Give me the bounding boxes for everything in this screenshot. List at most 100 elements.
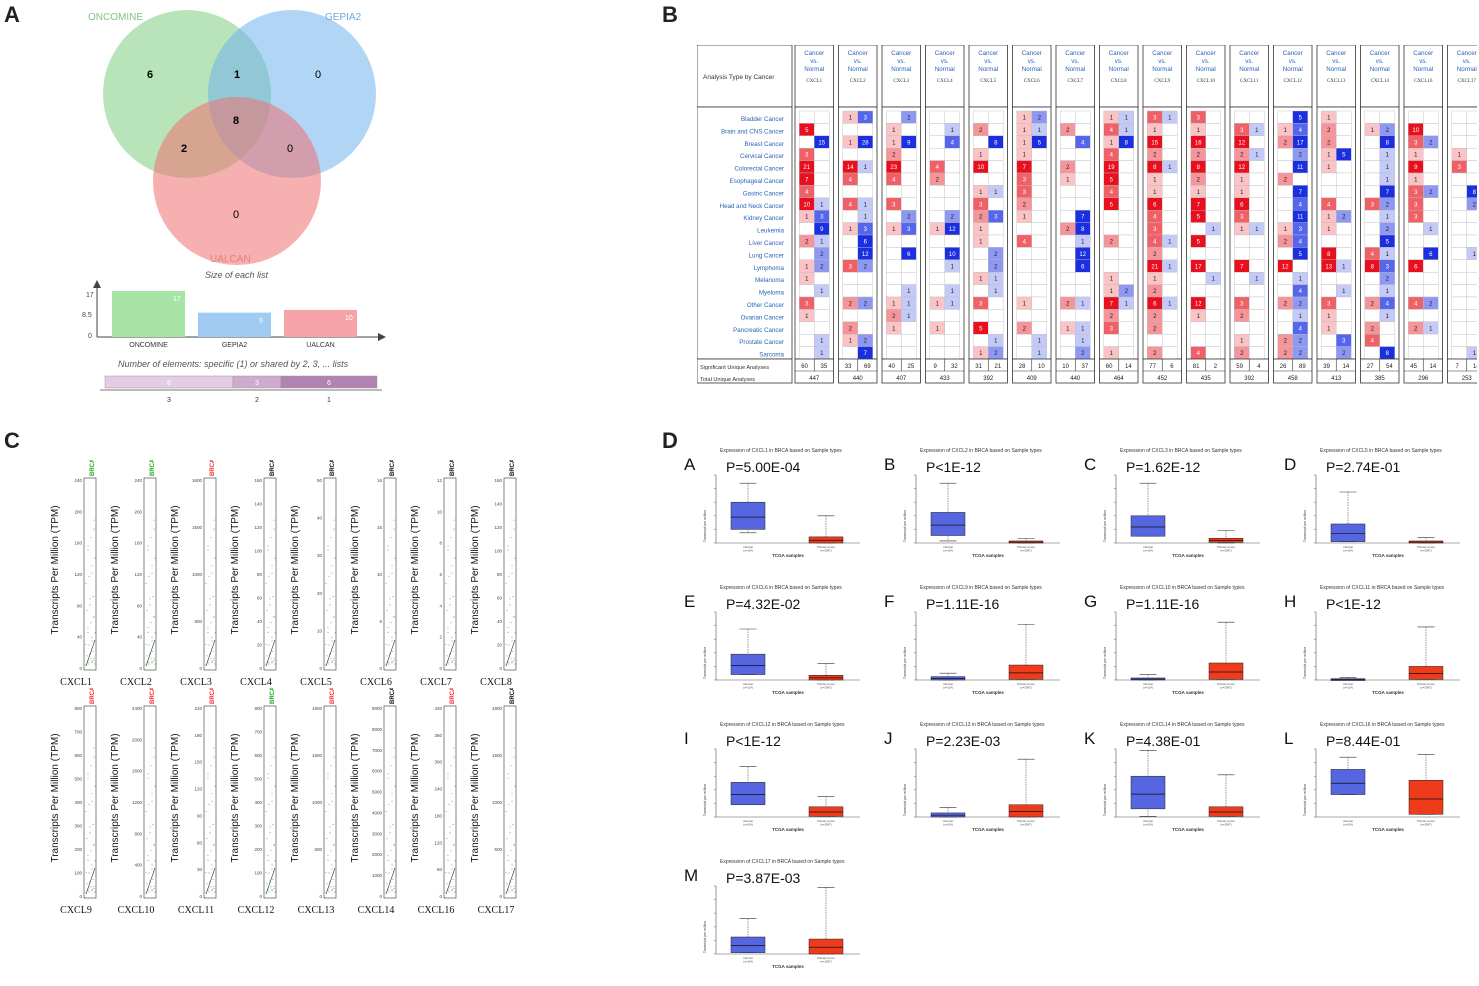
shared-bar-count: 8 bbox=[167, 380, 171, 387]
gepia-tick: 0 bbox=[499, 666, 502, 671]
gepia-dot bbox=[387, 777, 389, 779]
ualcan-group-label: Primary tumor bbox=[1217, 682, 1235, 686]
oncomine-gene: CXCL14 bbox=[1371, 79, 1390, 84]
oncomine-cell bbox=[1162, 123, 1178, 137]
shared-bar bbox=[280, 375, 378, 389]
oncomine-cell-value: 1 bbox=[892, 326, 896, 332]
gepia-dot bbox=[271, 800, 273, 802]
oncomine-cell bbox=[1162, 247, 1178, 260]
oncomine-cell bbox=[1277, 271, 1293, 285]
oncomine-cell-value: 4 bbox=[849, 178, 853, 184]
total-analyses: 392 bbox=[1244, 376, 1255, 382]
gepia-dot bbox=[211, 636, 213, 638]
oncomine-cell-value: 1 bbox=[1066, 178, 1070, 184]
gepia-brca-label: BRCA bbox=[90, 688, 96, 704]
oncomine-header-text: vs. bbox=[1376, 58, 1384, 65]
oncomine-cell-value: 1 bbox=[1081, 326, 1085, 332]
oncomine-cell-value: 2 bbox=[1125, 289, 1129, 295]
oncomine-cell bbox=[944, 147, 960, 161]
oncomine-cell-value: 28 bbox=[862, 140, 869, 146]
gepia-dot bbox=[268, 663, 270, 665]
gepia-dot bbox=[273, 615, 275, 617]
oncomine-cell-value: 2 bbox=[1371, 302, 1375, 308]
gepia-dot bbox=[451, 890, 453, 892]
gepia-dot bbox=[89, 832, 91, 834]
oncomine-cell-value: 1 bbox=[1429, 326, 1433, 332]
gepia-dot bbox=[508, 803, 510, 805]
gepia-dot bbox=[87, 545, 89, 547]
gepia-dot bbox=[88, 891, 90, 893]
gepia-dot bbox=[513, 888, 515, 890]
oncomine-cell bbox=[1118, 334, 1134, 347]
oncomine-cell-value: 3 bbox=[864, 116, 868, 122]
oncomine-gene: CXCL5 bbox=[980, 79, 996, 84]
gepia-dot bbox=[391, 864, 393, 866]
oncomine-cell-value: 2 bbox=[1023, 202, 1027, 208]
oncomine-cell bbox=[1031, 222, 1047, 236]
ualcan-title: Expression of CXCL11 in BRCA based on Sa… bbox=[1320, 585, 1445, 591]
gepia-dot bbox=[151, 636, 153, 638]
gepia-dot bbox=[328, 575, 330, 577]
gepia-dot bbox=[331, 640, 333, 642]
oncomine-cell bbox=[901, 334, 917, 347]
gepia-tick: 1600 bbox=[132, 769, 143, 774]
oncomine-cell bbox=[842, 123, 858, 137]
ualcan-title: Expression of CXCL5 in BRCA based on Sam… bbox=[1320, 448, 1442, 454]
gepia-dot bbox=[447, 549, 449, 551]
oncomine-cell-value: 7 bbox=[1110, 302, 1114, 308]
oncomine-cell-value: 2 bbox=[1038, 116, 1042, 122]
gepia-dot bbox=[273, 660, 275, 662]
oncomine-cell-value: 2 bbox=[820, 264, 824, 270]
oncomine-cell bbox=[1364, 135, 1380, 149]
oncomine-cell bbox=[1162, 135, 1178, 149]
gepia-dot bbox=[391, 888, 393, 890]
gepia-dot bbox=[391, 640, 393, 642]
oncomine-cell-value: 3 bbox=[907, 227, 911, 233]
gepia-dot bbox=[205, 582, 207, 584]
ualcan-title: Expression of CXCL13 in BRCA based on Sa… bbox=[920, 722, 1045, 728]
gepia-dot bbox=[150, 886, 152, 888]
gepia-dot bbox=[450, 658, 452, 660]
oncomine-cell-value: 3 bbox=[1240, 215, 1244, 221]
gepia-dot bbox=[151, 864, 153, 866]
gepia-dot bbox=[266, 655, 268, 657]
oncomine-cell bbox=[799, 284, 815, 298]
gepia-dot bbox=[274, 663, 276, 665]
gepia-dot bbox=[207, 627, 209, 629]
ualcan-group-label: Normal bbox=[743, 545, 752, 549]
oncomine-cell bbox=[1249, 209, 1265, 223]
oncomine-cell-value: 1 bbox=[1023, 128, 1027, 134]
oncomine-cell-value: 1 bbox=[1153, 277, 1157, 283]
gepia-dot bbox=[213, 756, 215, 758]
gepia-dot bbox=[327, 773, 329, 775]
oncomine-cell bbox=[1364, 271, 1380, 285]
tumor-box bbox=[1408, 666, 1444, 680]
size-bar-ualcan bbox=[284, 309, 357, 337]
oncomine-cell-value: 1 bbox=[1153, 128, 1157, 134]
oncomine-cell bbox=[1075, 147, 1091, 161]
oncomine-cell-value: 1 bbox=[1386, 289, 1390, 295]
oncomine-cell bbox=[1234, 234, 1250, 248]
oncomine-cell bbox=[1060, 334, 1076, 347]
gepia-dot bbox=[273, 756, 275, 758]
gepia-dot bbox=[453, 845, 455, 847]
oncomine-cell bbox=[1075, 123, 1091, 137]
gepia-dot bbox=[211, 888, 213, 890]
gepia-panel-cxcl5: Transcripts Per Million (TPM)50403020100… bbox=[290, 460, 337, 688]
significant-down: 35 bbox=[821, 364, 828, 370]
gepia-tick: 500 bbox=[254, 777, 262, 782]
gepia-dot bbox=[335, 875, 337, 877]
oncomine-cell bbox=[1451, 247, 1467, 260]
oncomine-cell-value: 2 bbox=[936, 178, 940, 184]
gepia-dot bbox=[327, 859, 329, 861]
gepia-panel-cxcl6: Transcripts Per Million (TPM)16151050BRC… bbox=[350, 460, 397, 688]
gepia-dot bbox=[451, 640, 453, 642]
oncomine-cell-value: 1 bbox=[979, 190, 983, 196]
gepia-dot bbox=[271, 636, 273, 638]
gepia-tick: 60 bbox=[437, 867, 443, 872]
venn-count-oncomine-gepia2: 1 bbox=[234, 69, 240, 81]
oncomine-cell bbox=[1075, 172, 1091, 186]
oncomine-cell-value: 2 bbox=[1414, 326, 1418, 332]
ualcan-boxplot: Transcript per millionNormal(n=114)Prima… bbox=[1103, 748, 1260, 832]
tumor-box bbox=[1208, 806, 1244, 817]
